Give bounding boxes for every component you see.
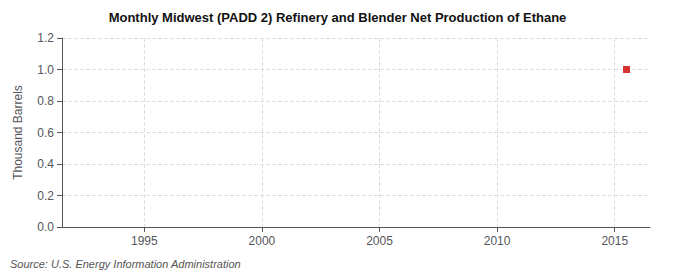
svg-text:2000: 2000 [249,234,276,248]
svg-text:0.4: 0.4 [37,157,54,171]
svg-text:0.2: 0.2 [37,189,54,203]
svg-text:1.0: 1.0 [37,63,54,77]
svg-text:1.2: 1.2 [37,31,54,45]
svg-text:Monthly Midwest (PADD 2) Refin: Monthly Midwest (PADD 2) Refinery and Bl… [109,10,567,25]
svg-text:0.8: 0.8 [37,94,54,108]
svg-text:2010: 2010 [484,234,511,248]
svg-text:0.6: 0.6 [37,126,54,140]
svg-text:0.0: 0.0 [37,220,54,234]
svg-text:1995: 1995 [131,234,158,248]
svg-text:2015: 2015 [601,234,628,248]
svg-text:Source: U.S. Energy Informatio: Source: U.S. Energy Information Administ… [10,258,241,270]
svg-text:Thousand Barrels: Thousand Barrels [11,85,25,180]
svg-text:2005: 2005 [366,234,393,248]
